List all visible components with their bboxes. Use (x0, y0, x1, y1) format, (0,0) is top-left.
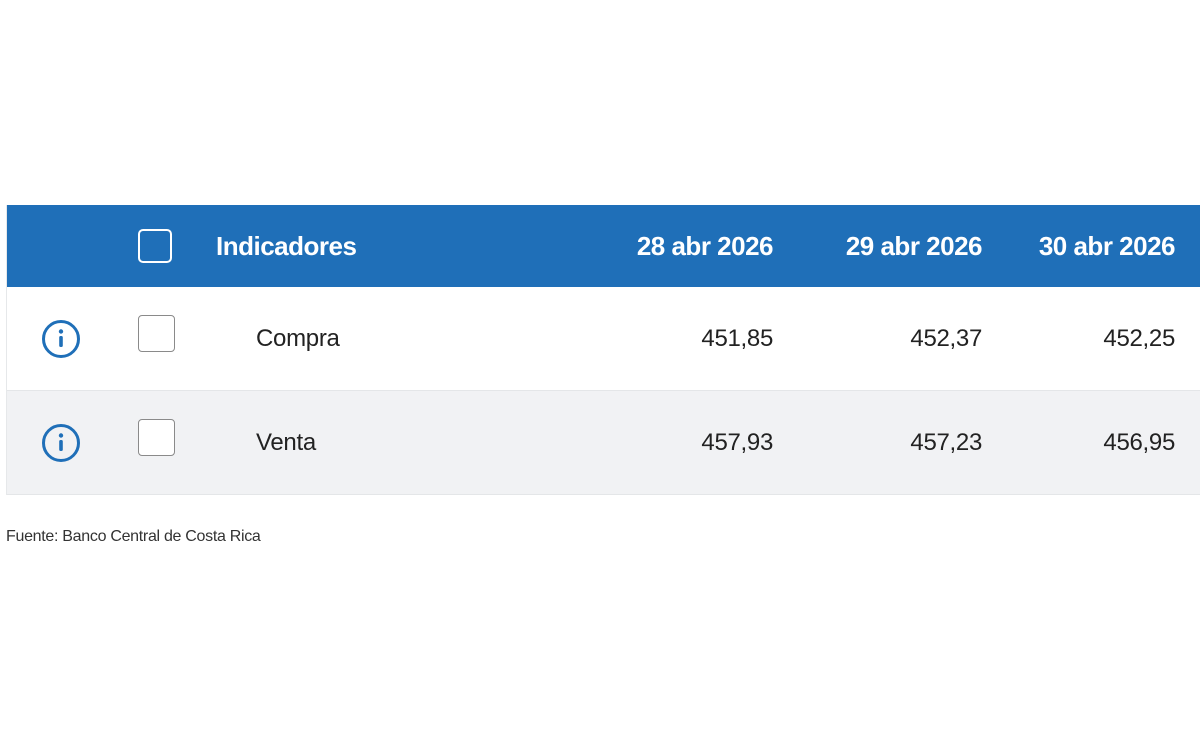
row-value-date-2: 457,23 (910, 428, 982, 456)
table-header: Indicadores 28 abr 2026 29 abr 2026 30 a… (7, 205, 1200, 287)
header-date-3: 30 abr 2026 (1038, 230, 1176, 261)
info-icon[interactable] (40, 422, 82, 464)
info-icon[interactable] (40, 318, 82, 360)
row-label: Compra (256, 324, 340, 352)
row-value-date-2: 452,37 (910, 324, 982, 352)
row-checkbox-compra[interactable] (138, 315, 175, 352)
row-value-date-1: 457,93 (701, 428, 773, 456)
select-all-cell (138, 205, 172, 287)
row-value-date-3: 452,25 (1103, 324, 1175, 352)
table-row-compra: Compra 451,85 452,37 452,25 (7, 287, 1200, 391)
row-label: Venta (256, 428, 316, 456)
row-checkbox-venta[interactable] (138, 419, 175, 456)
checkbox-cell (138, 391, 175, 494)
table-row-venta: Venta 457,93 457,23 456,95 (7, 391, 1200, 495)
row-value-date-3: 456,95 (1103, 428, 1175, 456)
header-indicadores: Indicadores (216, 230, 357, 261)
row-value-date-1: 451,85 (701, 324, 773, 352)
exchange-rate-table: Indicadores 28 abr 2026 29 abr 2026 30 a… (6, 205, 1200, 495)
checkbox-cell (138, 287, 175, 390)
header-date-1: 28 abr 2026 (636, 230, 774, 261)
select-all-checkbox[interactable] (138, 229, 172, 263)
header-date-2: 29 abr 2026 (845, 230, 983, 261)
info-cell (40, 287, 82, 390)
source-note: Fuente: Banco Central de Costa Rica (6, 528, 261, 545)
info-cell (40, 391, 82, 494)
